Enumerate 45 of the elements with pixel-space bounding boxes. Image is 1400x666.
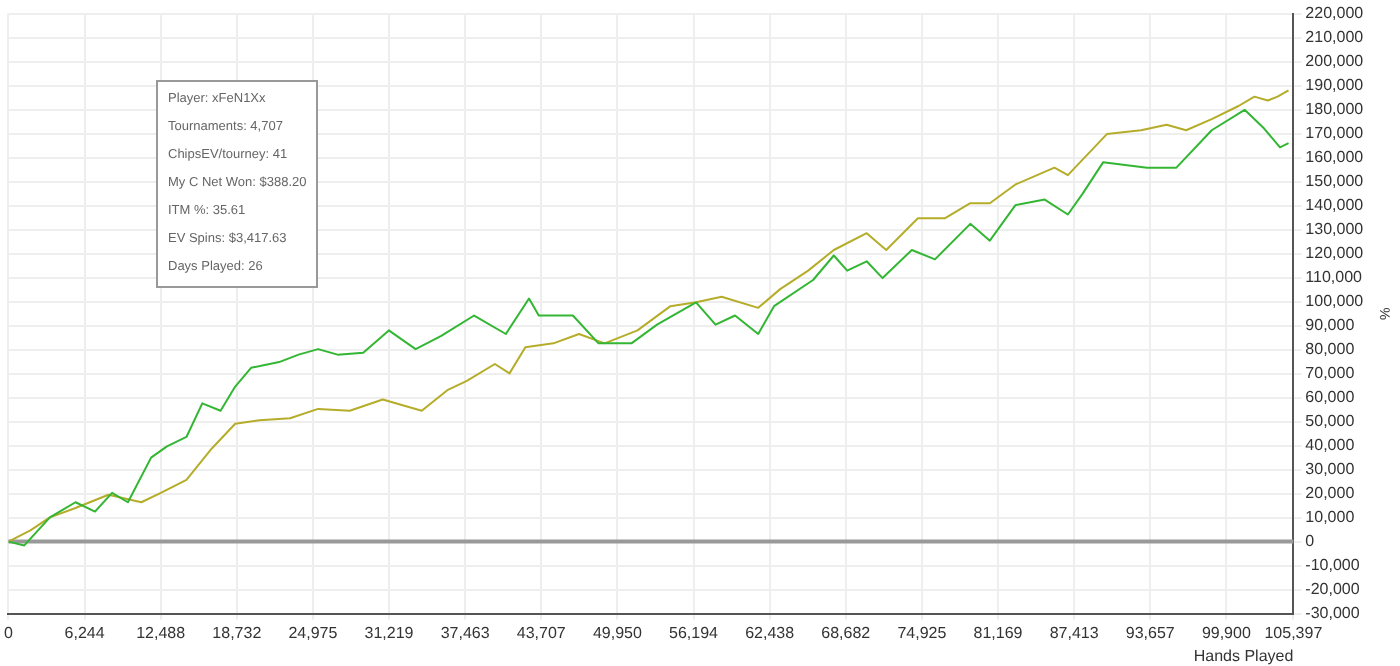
x-tick-label: 18,732: [212, 623, 263, 642]
y-tick-label: 210,000: [1305, 28, 1365, 47]
y-tick-label: 90,000: [1305, 316, 1356, 335]
y-tick-label: 0: [1305, 532, 1316, 551]
x-tick-label: 81,169: [973, 623, 1024, 642]
x-tick-label: 56,194: [669, 623, 720, 642]
x-axis-title: Hands Played: [1193, 646, 1294, 665]
x-tick-label: 99,900: [1201, 623, 1252, 642]
x-tick-label: 0: [4, 623, 14, 642]
y-tick-label: 110,000: [1305, 268, 1364, 287]
y-tick-label: 180,000: [1305, 100, 1365, 119]
y-tick-label: -10,000: [1305, 556, 1361, 575]
y-tick-label: 130,000: [1305, 220, 1365, 239]
x-tick-label: 93,657: [1125, 623, 1176, 642]
y-tick-label: -30,000: [1305, 604, 1361, 623]
y-tick-label: 100,000: [1305, 292, 1365, 311]
x-tick-label: 24,975: [288, 623, 339, 642]
y-tick-label: 150,000: [1305, 172, 1365, 191]
y-tick-label: 50,000: [1305, 412, 1356, 431]
y-tick-label: 160,000: [1305, 148, 1365, 167]
y-tick-label: 190,000: [1305, 76, 1365, 95]
y-tick-label: 200,000: [1305, 52, 1365, 71]
y-tick-label: 20,000: [1305, 484, 1356, 503]
x-tick-label: 62,438: [745, 623, 796, 642]
x-tick-label: 74,925: [897, 623, 948, 642]
x-tick-label: 43,707: [516, 623, 567, 642]
y-tick-label: 10,000: [1305, 508, 1356, 527]
x-tick-label: 105,397: [1264, 623, 1324, 642]
x-tick-label: 31,219: [364, 623, 415, 642]
y-tick-label: 30,000: [1305, 460, 1356, 479]
x-tick-label: 87,413: [1049, 623, 1100, 642]
x-tick-label: 6,244: [64, 623, 106, 642]
y-tick-label: 70,000: [1305, 364, 1356, 383]
y-tick-label: 220,000: [1305, 4, 1365, 23]
y-tick-label: 140,000: [1305, 196, 1365, 215]
x-tick-label: 37,463: [440, 623, 491, 642]
y-tick-label: 170,000: [1305, 124, 1365, 143]
y-tick-label: 60,000: [1305, 388, 1356, 407]
x-tick-label: 49,950: [592, 623, 643, 642]
y-tick-label: 40,000: [1305, 436, 1356, 455]
y-tick-label: 80,000: [1305, 340, 1356, 359]
y-tick-label: 120,000: [1305, 244, 1365, 263]
y-tick-label: -20,000: [1305, 580, 1361, 599]
x-tick-label: 12,488: [136, 623, 187, 642]
x-tick-label: 68,682: [821, 623, 872, 642]
